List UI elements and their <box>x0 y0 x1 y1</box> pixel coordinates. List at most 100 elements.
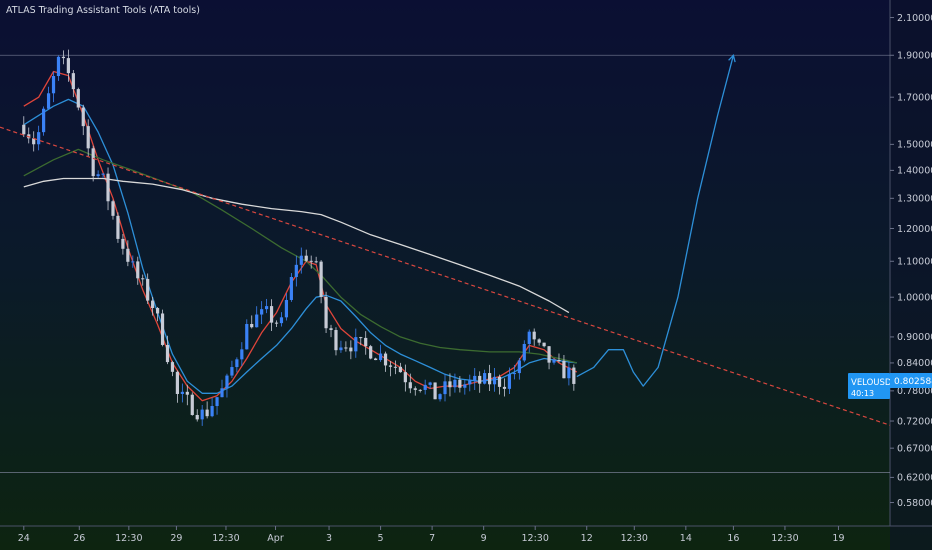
candle-body <box>512 373 516 375</box>
candle-body <box>393 366 398 368</box>
candle-body <box>22 124 26 135</box>
price-tick-label: 1.200000 <box>897 224 932 235</box>
candle-body <box>160 313 165 345</box>
price-tick-label: 1.300000 <box>897 194 932 205</box>
price-tick-label: 1.000000 <box>897 293 932 304</box>
candle-body <box>507 374 512 389</box>
time-axis[interactable]: 24 26 12:30 29 12:30 Apr 3 5 7 9 12:30 12 12:30 14 16 1… <box>18 526 845 544</box>
candle-body <box>136 261 140 279</box>
candle-body <box>502 386 507 389</box>
horizontal-levels <box>0 54 890 473</box>
candle-body <box>190 394 194 415</box>
projection-path[interactable] <box>576 55 735 387</box>
indicator-title: ATLAS Trading Assistant Tools (ATA tools… <box>6 5 200 16</box>
time-tick-label: 12 <box>581 533 593 544</box>
moving-averages <box>23 70 578 402</box>
candle-body <box>289 276 293 300</box>
candle-body <box>359 337 363 339</box>
candle-body <box>185 391 189 395</box>
candle-body <box>116 215 120 239</box>
series-line-ma-green <box>23 148 577 364</box>
candle-body <box>354 337 358 352</box>
candle-body <box>492 376 497 385</box>
candle-body <box>438 394 442 400</box>
candle-body <box>42 108 46 133</box>
candle-body <box>567 367 571 379</box>
time-tick-label: 14 <box>680 533 692 544</box>
candle-body <box>250 323 254 328</box>
candle-body <box>96 174 100 177</box>
price-tick-label: 2.100000 <box>897 13 932 24</box>
projection-layer[interactable] <box>576 54 736 387</box>
candle-body <box>349 347 353 352</box>
candle-body <box>210 406 214 417</box>
candle-body <box>111 201 115 216</box>
symbol-label: VELOUSDT <box>851 378 897 388</box>
candle-body <box>428 382 432 385</box>
candle-body <box>314 261 318 263</box>
candle-body <box>497 376 502 387</box>
candle-body <box>81 107 85 127</box>
price-value: 0.802584 <box>894 377 932 387</box>
candle-body <box>468 380 472 385</box>
time-tick-label: 26 <box>73 533 85 544</box>
candle-body <box>557 360 561 362</box>
candle-body <box>388 365 393 367</box>
candle-body <box>51 76 56 94</box>
candle-body <box>473 375 477 381</box>
candle-body <box>443 381 447 395</box>
candle-body <box>433 382 437 400</box>
candle-body <box>200 409 204 420</box>
time-tick-label: 12:30 <box>771 533 798 544</box>
candle-body <box>453 379 457 388</box>
candle-body <box>572 367 576 384</box>
candle-body <box>106 173 110 202</box>
series-line-ma-blue <box>23 98 577 394</box>
countdown-label: 40:13 <box>851 389 874 398</box>
candle-body <box>378 353 383 361</box>
time-tick-label: 29 <box>170 533 182 544</box>
candle-body <box>319 261 323 297</box>
candle-body <box>448 381 452 388</box>
price-tick-label: 0.840000 <box>897 358 932 369</box>
candle-body <box>32 138 36 145</box>
candle-body <box>46 93 51 109</box>
candle-body <box>418 389 422 391</box>
candle-body <box>146 278 150 301</box>
time-tick-label: 12:30 <box>115 533 142 544</box>
candle-body <box>547 346 551 363</box>
candle-body <box>304 255 308 261</box>
candle-body <box>324 296 328 329</box>
candle-body <box>552 360 556 363</box>
time-tick-label: 12:30 <box>212 533 239 544</box>
candle-body <box>155 308 160 314</box>
candle-body <box>180 391 184 394</box>
candle-body <box>383 353 388 366</box>
candle-body <box>76 89 80 108</box>
candle-body <box>274 322 279 324</box>
candlesticks <box>22 49 576 426</box>
price-tick-label: 0.900000 <box>897 332 932 343</box>
candle-body <box>423 384 427 390</box>
candle-body <box>279 317 284 324</box>
candle-body <box>522 343 526 361</box>
candle-body <box>483 373 487 384</box>
candle-body <box>56 56 61 77</box>
trendline-layer[interactable] <box>0 126 891 426</box>
time-tick-label: 16 <box>727 533 739 544</box>
candle-body <box>487 373 492 385</box>
candle-body <box>344 347 348 349</box>
candle-body <box>126 248 130 262</box>
series-line-ema-red <box>23 70 578 402</box>
descending-trendline[interactable] <box>0 126 891 426</box>
candle-body <box>255 314 259 328</box>
candle-body <box>215 397 219 407</box>
candle-body <box>170 362 175 372</box>
price-axis[interactable]: 2.100000 1.900000 1.700000 1.500000 1.400000… <box>890 13 932 509</box>
time-tick-label: 24 <box>18 533 30 544</box>
candle-body <box>542 342 546 347</box>
candle-body <box>91 148 95 177</box>
